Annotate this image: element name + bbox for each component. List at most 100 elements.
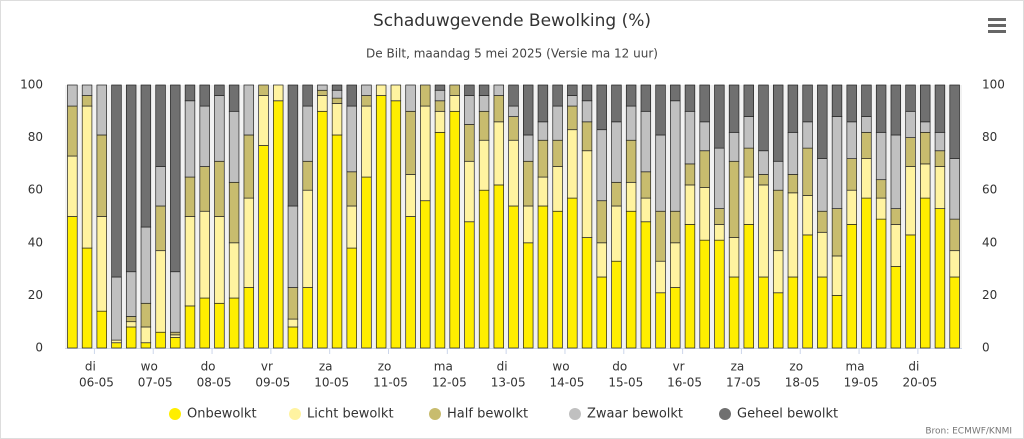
bar-segment xyxy=(772,189,784,252)
bar-segment xyxy=(346,247,357,349)
bar-segment xyxy=(81,105,93,249)
bar-segment xyxy=(508,205,519,349)
bar-segment xyxy=(934,131,946,152)
bar-segment xyxy=(317,110,328,349)
bar-segment xyxy=(228,297,240,349)
legend-marker xyxy=(289,408,301,420)
bar-segment xyxy=(802,84,813,123)
bar-segment xyxy=(405,110,416,175)
legend-marker xyxy=(719,408,731,420)
bar-segment xyxy=(273,84,284,102)
bar-segment xyxy=(508,139,519,207)
chart-title: Schaduwgevende Bewolking (%) xyxy=(373,11,651,31)
bar-segment xyxy=(346,84,357,107)
bar-segment xyxy=(478,95,490,112)
bar-segment xyxy=(699,187,710,241)
bar-segment xyxy=(949,218,960,252)
bar-segment xyxy=(258,95,269,146)
bar-segment xyxy=(802,121,813,149)
legend-item[interactable]: Half bewolkt xyxy=(429,407,528,422)
bar-segment xyxy=(611,84,622,123)
bar-segment xyxy=(243,287,255,349)
bar-segment xyxy=(728,131,740,162)
y-tick-label: 0 xyxy=(35,341,43,355)
bar-segment xyxy=(920,163,931,199)
bar-segment xyxy=(67,105,78,157)
bar-segment xyxy=(581,150,593,238)
legend-marker xyxy=(569,408,581,420)
bar-segment xyxy=(140,302,152,328)
bar-segment xyxy=(361,105,372,178)
bar-segment xyxy=(934,166,946,209)
bar-segment xyxy=(331,134,343,349)
bar-segment xyxy=(434,100,446,112)
x-tick-label: di xyxy=(497,360,508,374)
bar-segment xyxy=(508,116,519,141)
legend-item[interactable]: Licht bewolkt xyxy=(289,407,394,422)
legend-item[interactable]: Geheel bewolkt xyxy=(719,407,838,422)
bar-segment xyxy=(949,250,960,278)
bar-segment xyxy=(640,197,652,223)
x-tick-label: zo xyxy=(378,360,392,374)
bar-segment xyxy=(537,205,549,349)
bar-segment xyxy=(228,110,240,183)
bar-segment xyxy=(655,84,666,136)
y2-tick-label: 100 xyxy=(982,78,1005,92)
x-tick-label: do xyxy=(201,360,216,374)
bar-segment xyxy=(640,221,652,349)
bar-segment xyxy=(184,216,196,307)
legend-label: Licht bewolkt xyxy=(307,407,394,422)
bar-segment xyxy=(537,84,549,123)
bar-segment xyxy=(140,226,152,304)
bar-segment xyxy=(361,176,372,349)
bar-segment xyxy=(361,84,372,96)
x-tick-label: za xyxy=(319,360,333,374)
bar-segment xyxy=(596,276,607,349)
bar-segment xyxy=(243,197,255,288)
bar-segment xyxy=(155,250,166,333)
legend-item[interactable]: Onbewolkt xyxy=(169,407,257,422)
x-tick-label: di xyxy=(85,360,96,374)
bar-segment xyxy=(655,260,666,294)
bar-segment xyxy=(625,181,637,212)
bar-segment xyxy=(831,208,843,257)
bar-segment xyxy=(743,116,754,149)
bar-segment xyxy=(170,334,181,338)
bar-segment xyxy=(787,84,799,133)
legend-item[interactable]: Zwaar bewolkt xyxy=(569,407,683,422)
x-tick-label: 09-05 xyxy=(255,376,290,390)
bar-segment xyxy=(934,150,946,167)
bar-segment xyxy=(111,342,122,349)
bar-segment xyxy=(890,208,902,225)
bar-segment xyxy=(625,84,637,107)
bar-segment xyxy=(684,163,696,186)
bar-segment xyxy=(861,84,872,117)
x-tick-label: 20-05 xyxy=(902,376,937,390)
bar-segment xyxy=(699,121,710,152)
bar-segment xyxy=(758,174,769,186)
bar-segment xyxy=(111,84,122,278)
bar-segment xyxy=(184,305,196,349)
bar-segment xyxy=(640,171,652,199)
bar-segment xyxy=(846,224,857,349)
bar-segment xyxy=(258,84,269,96)
bar-segment xyxy=(802,147,813,196)
bar-segment xyxy=(817,231,828,278)
bar-segment xyxy=(802,195,813,236)
bar-segment xyxy=(596,242,607,278)
bar-segment xyxy=(846,84,857,123)
bar-segment xyxy=(449,84,460,96)
bar-segment xyxy=(287,318,299,328)
bar-segment xyxy=(581,100,593,123)
bar-segment xyxy=(155,205,166,252)
menu-button[interactable] xyxy=(988,18,1006,33)
bar-segment xyxy=(552,210,563,349)
bar-segment xyxy=(875,84,887,133)
bar-segment xyxy=(846,121,857,159)
bar-segment xyxy=(728,276,740,349)
bar-segment xyxy=(920,131,931,165)
bar-segment xyxy=(787,276,799,349)
bar-segment xyxy=(287,205,299,288)
bar-segment xyxy=(331,103,343,136)
bar-segment xyxy=(331,89,343,99)
